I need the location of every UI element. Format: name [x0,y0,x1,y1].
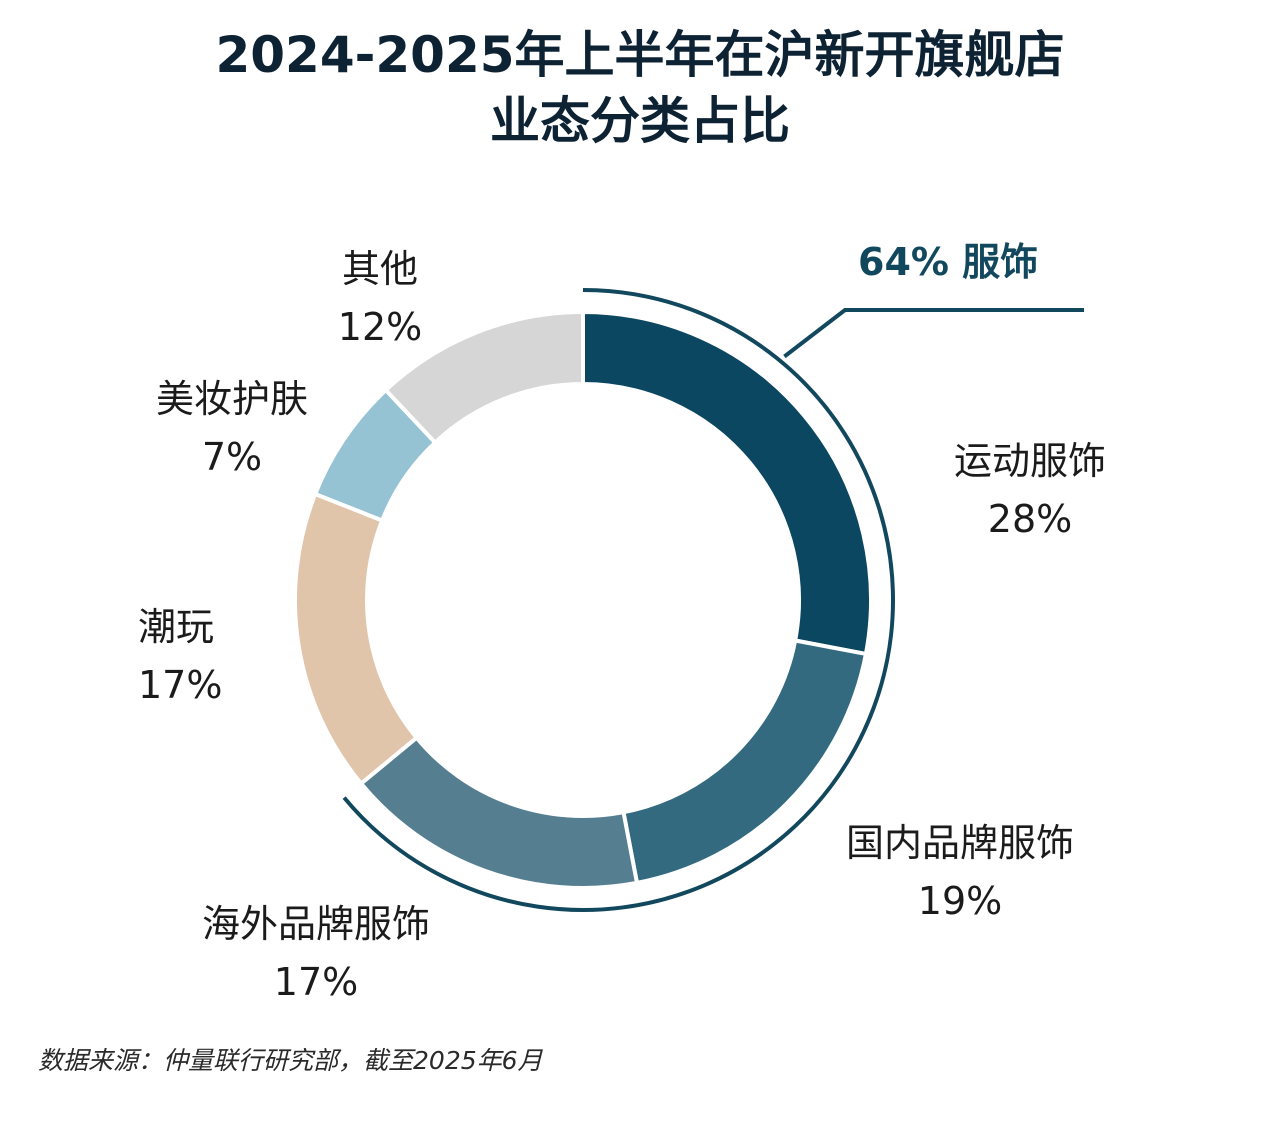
slice-label-trendy-toys: 潮玩 17% [138,598,278,714]
slice-label-domestic-apparel: 国内品牌服饰 19% [820,814,1100,930]
donut-slice-2 [358,734,640,890]
slice-label-value: 7% [201,435,263,479]
slice-label-value: 12% [337,305,423,349]
group-annotation-label: 64% 服饰 [858,240,1039,284]
slice-label-name: 其他 [341,247,418,291]
slice-label-value: 17% [273,960,359,1004]
slice-label-name: 美妆护肤 [155,377,308,421]
chart-title-line1: 2024-2025年上半年在沪新开旗舰店 [215,26,1065,84]
chart-title: 2024-2025年上半年在沪新开旗舰店 业态分类占比 [0,22,1280,154]
group-annotation [342,288,1084,912]
donut-slices [293,309,873,890]
group-annotation-arc [342,288,895,912]
donut-slice-3 [293,491,420,787]
slice-label-value: 19% [917,879,1003,923]
slice-label-sports-apparel: 运动服饰 28% [940,432,1120,548]
source-note: 数据来源：仲量联行研究部，截至2025年6月 [38,1046,543,1075]
slice-label-name: 海外品牌服饰 [201,902,430,946]
slice-label-overseas-apparel: 海外品牌服饰 17% [176,895,456,1011]
chart-title-line2: 业态分类占比 [490,92,790,150]
slice-label-others: 其他 12% [320,240,440,356]
slice-label-name: 国内品牌服饰 [845,821,1074,865]
slice-label-value: 17% [138,663,223,707]
group-annotation-leader [783,308,1084,359]
slice-label-name: 潮玩 [138,605,215,649]
slice-label-value: 28% [987,497,1073,541]
slice-label-beauty-skincare: 美妆护肤 7% [134,370,330,486]
donut-slice-5 [383,309,585,446]
donut-slice-0 [581,309,873,657]
slice-label-name: 运动服饰 [953,439,1106,483]
